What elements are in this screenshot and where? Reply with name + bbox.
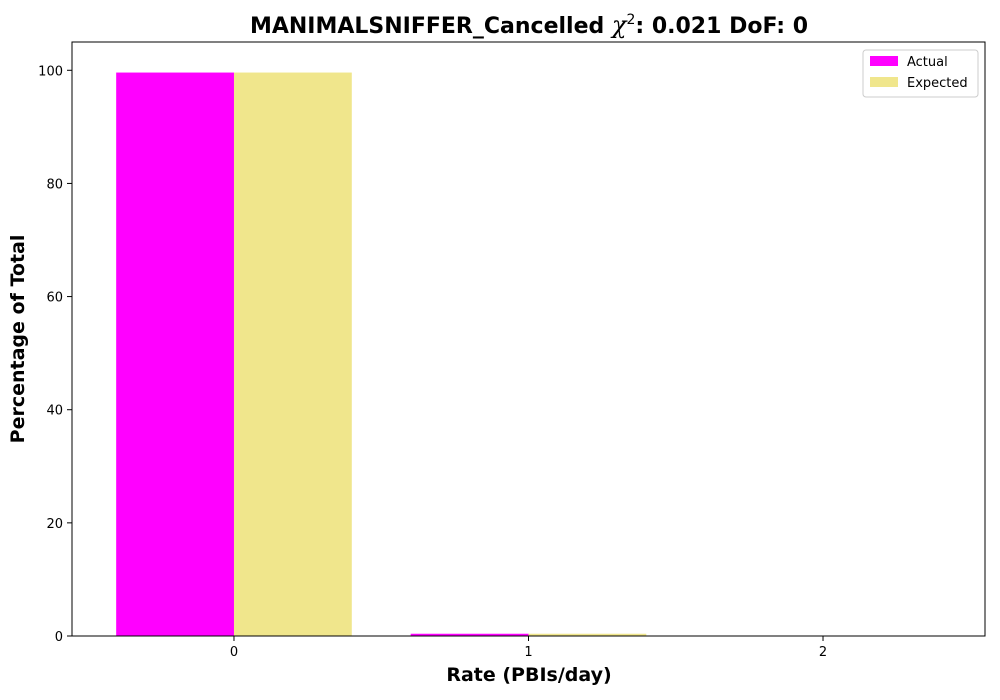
legend: Actual Expected [862, 49, 979, 98]
x-tick-label: 2 [819, 645, 827, 660]
plot-frame [71, 41, 986, 637]
bar-expected-1 [528, 633, 647, 636]
x-tick-label: 0 [230, 645, 238, 660]
bars [116, 72, 647, 636]
bar-actual-0 [116, 72, 234, 636]
y-ticks: 0 20 40 60 80 100 [38, 64, 72, 645]
y-tick-label: 0 [55, 630, 63, 645]
bar-expected-0 [233, 72, 352, 636]
chart-title: MANIMALSNIFFER_Cancelled χ2: 0.021 DoF: … [250, 11, 808, 39]
x-ticks: 0 1 2 [230, 636, 827, 660]
legend-label-actual: Actual [907, 55, 948, 70]
x-axis-label: Rate (PBIs/day) [446, 664, 611, 686]
y-tick-label: 80 [46, 177, 63, 192]
y-tick-label: 60 [46, 291, 63, 306]
y-tick-label: 20 [46, 517, 63, 532]
bar-actual-1 [410, 633, 529, 636]
y-tick-label: 100 [38, 64, 63, 79]
x-tick-label: 1 [524, 645, 532, 660]
legend-swatch-actual [870, 56, 898, 66]
y-axis-label: Percentage of Total [7, 235, 29, 444]
y-tick-label: 40 [46, 404, 63, 419]
legend-swatch-expected [870, 77, 898, 87]
legend-label-expected: Expected [907, 76, 968, 91]
